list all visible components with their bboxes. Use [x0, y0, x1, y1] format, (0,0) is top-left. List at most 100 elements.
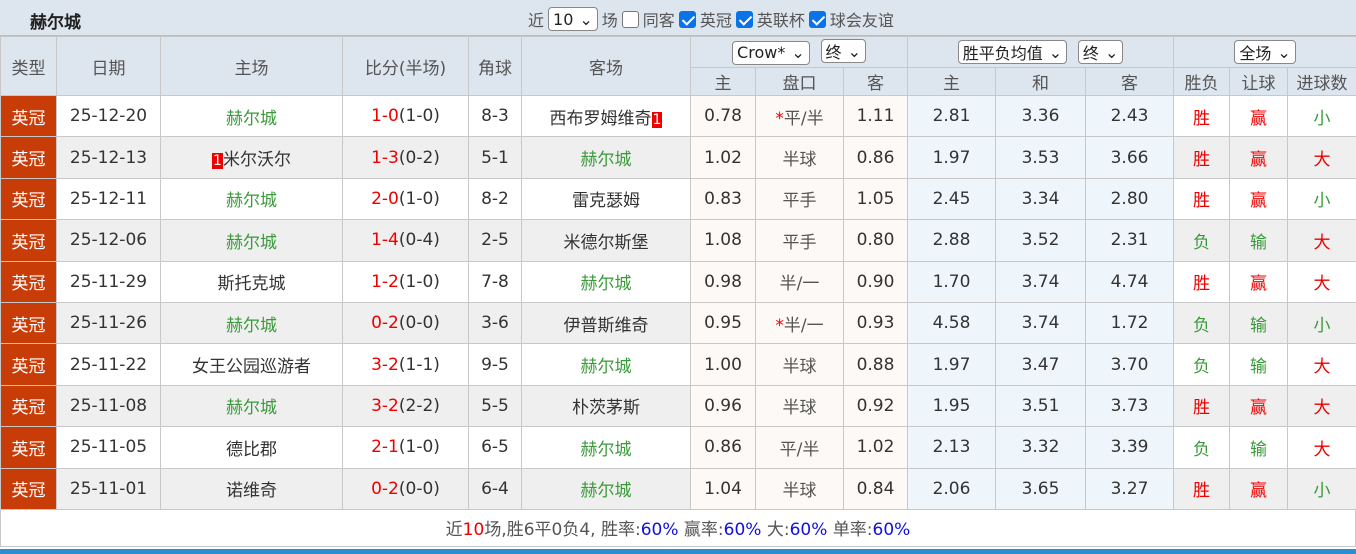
- league-cell[interactable]: 英冠: [0, 177, 57, 221]
- score-cell[interactable]: 3-2(2-2): [342, 384, 469, 428]
- company-select[interactable]: Crow* ⌄: [732, 40, 810, 65]
- away-team[interactable]: 赫尔城: [580, 357, 632, 378]
- date-cell: 25-12-11: [56, 177, 161, 221]
- home-cell[interactable]: 赫尔城: [160, 219, 343, 262]
- league-cell[interactable]: 英冠: [0, 136, 57, 179]
- away-team[interactable]: 米德尔斯堡: [563, 232, 649, 253]
- home-cell[interactable]: 女王公园巡游者: [160, 343, 343, 386]
- league-checkbox-2[interactable]: [808, 10, 826, 28]
- league-checkbox-0[interactable]: [678, 10, 696, 28]
- score-cell[interactable]: 1-4(0-4): [342, 219, 469, 262]
- home-team[interactable]: 德比郡: [226, 439, 277, 460]
- score-cell[interactable]: 3-2(1-1): [342, 343, 469, 386]
- half-score: (1-0): [398, 188, 440, 209]
- away-cell[interactable]: 赫尔城: [521, 343, 691, 386]
- score-cell[interactable]: 0-2(0-0): [342, 301, 469, 345]
- home-team[interactable]: 诺维奇: [226, 481, 277, 502]
- home-cell[interactable]: 赫尔城: [160, 301, 343, 345]
- match-table: 类型 日期 主场 比分(半场) 角球 客场 Crow* ⌄ 终 ⌄ 胜平负均值 ⌄ 终…: [0, 36, 1356, 510]
- away-cell[interactable]: 朴茨茅斯: [521, 384, 691, 428]
- away-cell[interactable]: 赫尔城: [521, 136, 691, 179]
- score-cell[interactable]: 0-2(0-0): [342, 467, 469, 510]
- league-cell[interactable]: 英冠: [0, 219, 57, 262]
- away-team[interactable]: 西布罗姆维奇: [549, 108, 652, 129]
- home-team[interactable]: 赫尔城: [226, 398, 277, 419]
- same-host-checkbox[interactable]: [621, 10, 639, 28]
- half-score: (1-0): [398, 437, 440, 458]
- away-cell[interactable]: 雷克瑟姆: [521, 177, 691, 221]
- handicap-line: *半/一: [755, 301, 844, 345]
- home-team[interactable]: 斯托克城: [217, 274, 286, 295]
- avg-home-odds: 2.81: [907, 94, 997, 138]
- league-checkbox-1[interactable]: [735, 10, 753, 28]
- league-cell[interactable]: 英冠: [0, 384, 57, 428]
- home-team[interactable]: 赫尔城: [226, 315, 277, 336]
- line-text: 半球: [782, 357, 817, 378]
- score: 2-1: [371, 437, 399, 458]
- away-cell[interactable]: 西布罗姆维奇1: [521, 94, 691, 138]
- home-team[interactable]: 赫尔城: [226, 232, 277, 253]
- home-team[interactable]: 女王公园巡游者: [192, 357, 311, 378]
- league-cell[interactable]: 英冠: [0, 343, 57, 386]
- score-cell[interactable]: 1-3(0-2): [342, 136, 469, 179]
- half-score: (1-1): [398, 354, 440, 375]
- score: 1-3: [371, 147, 399, 168]
- home-cell[interactable]: 赫尔城: [160, 177, 343, 221]
- league-cell[interactable]: 英冠: [0, 426, 57, 469]
- avg-select[interactable]: 胜平负均值 ⌄: [957, 40, 1068, 64]
- league-cell[interactable]: 英冠: [0, 260, 57, 303]
- away-team[interactable]: 赫尔城: [580, 481, 632, 502]
- away-cell[interactable]: 伊普斯维奇: [521, 301, 691, 345]
- league-cell[interactable]: 英冠: [0, 467, 57, 510]
- scope-select[interactable]: 全场 ⌄: [1234, 40, 1296, 64]
- company-stage-select[interactable]: 终 ⌄: [820, 39, 866, 64]
- league-cell[interactable]: 英冠: [0, 94, 57, 138]
- result-cell: 负: [1173, 219, 1231, 262]
- score-cell[interactable]: 1-0(1-0): [342, 94, 469, 138]
- score-cell[interactable]: 1-2(1-0): [342, 260, 469, 303]
- home-team[interactable]: 赫尔城: [226, 191, 277, 212]
- home-cell[interactable]: 诺维奇: [160, 467, 343, 510]
- league-cell[interactable]: 英冠: [0, 301, 57, 345]
- line-text: 半球: [782, 150, 817, 171]
- handicap-result: 输: [1229, 219, 1289, 262]
- away-cell[interactable]: 米德尔斯堡: [521, 219, 691, 262]
- avg-draw-odds: 3.36: [995, 94, 1087, 138]
- away-team[interactable]: 赫尔城: [580, 439, 632, 460]
- away-team[interactable]: 赫尔城: [580, 274, 632, 295]
- avg-draw-odds: 3.74: [995, 260, 1087, 303]
- home-cell[interactable]: 赫尔城: [160, 384, 343, 428]
- away-cell[interactable]: 赫尔城: [521, 260, 691, 303]
- away-team[interactable]: 伊普斯维奇: [563, 315, 649, 336]
- home-team[interactable]: 赫尔城: [226, 108, 277, 129]
- home-cell[interactable]: 1米尔沃尔: [160, 136, 343, 179]
- corner-cell: 8-2: [468, 177, 522, 221]
- home-cell[interactable]: 德比郡: [160, 426, 343, 469]
- match-count-select[interactable]: 10 ⌄: [548, 7, 598, 31]
- away-team[interactable]: 雷克瑟姆: [572, 191, 640, 212]
- over-rate: 60%: [789, 520, 828, 540]
- goals-result: 大: [1287, 343, 1356, 386]
- home-cell[interactable]: 赫尔城: [160, 94, 343, 138]
- avg-stage-select[interactable]: 终 ⌄: [1077, 40, 1124, 64]
- away-team[interactable]: 朴茨茅斯: [572, 398, 640, 419]
- away-cell[interactable]: 赫尔城: [521, 467, 691, 510]
- handicap-result: 赢: [1229, 94, 1289, 138]
- score-cell[interactable]: 2-1(1-0): [342, 426, 469, 469]
- col-avg-home: 主: [907, 67, 997, 96]
- home-team[interactable]: 米尔沃尔: [222, 150, 291, 171]
- col-date: 日期: [56, 36, 161, 96]
- crow-away-odds: 1.05: [842, 177, 909, 221]
- crow-away-odds: 0.92: [842, 384, 909, 428]
- summary-text: 大:: [761, 520, 790, 540]
- away-cell[interactable]: 赫尔城: [521, 426, 691, 469]
- away-team[interactable]: 赫尔城: [580, 150, 632, 171]
- home-cell[interactable]: 斯托克城: [160, 260, 343, 303]
- goals-result: 大: [1287, 136, 1356, 179]
- stage-value: 终: [825, 43, 842, 63]
- score-cell[interactable]: 2-0(1-0): [342, 177, 469, 221]
- handicap-line: 半球: [755, 343, 844, 386]
- match-row: 英冠 25-11-22 女王公园巡游者 3-2(1-1) 9-5 赫尔城 1.0…: [0, 343, 1356, 386]
- team-title: 赫尔城: [30, 13, 81, 33]
- crow-home-odds: 0.98: [690, 260, 756, 303]
